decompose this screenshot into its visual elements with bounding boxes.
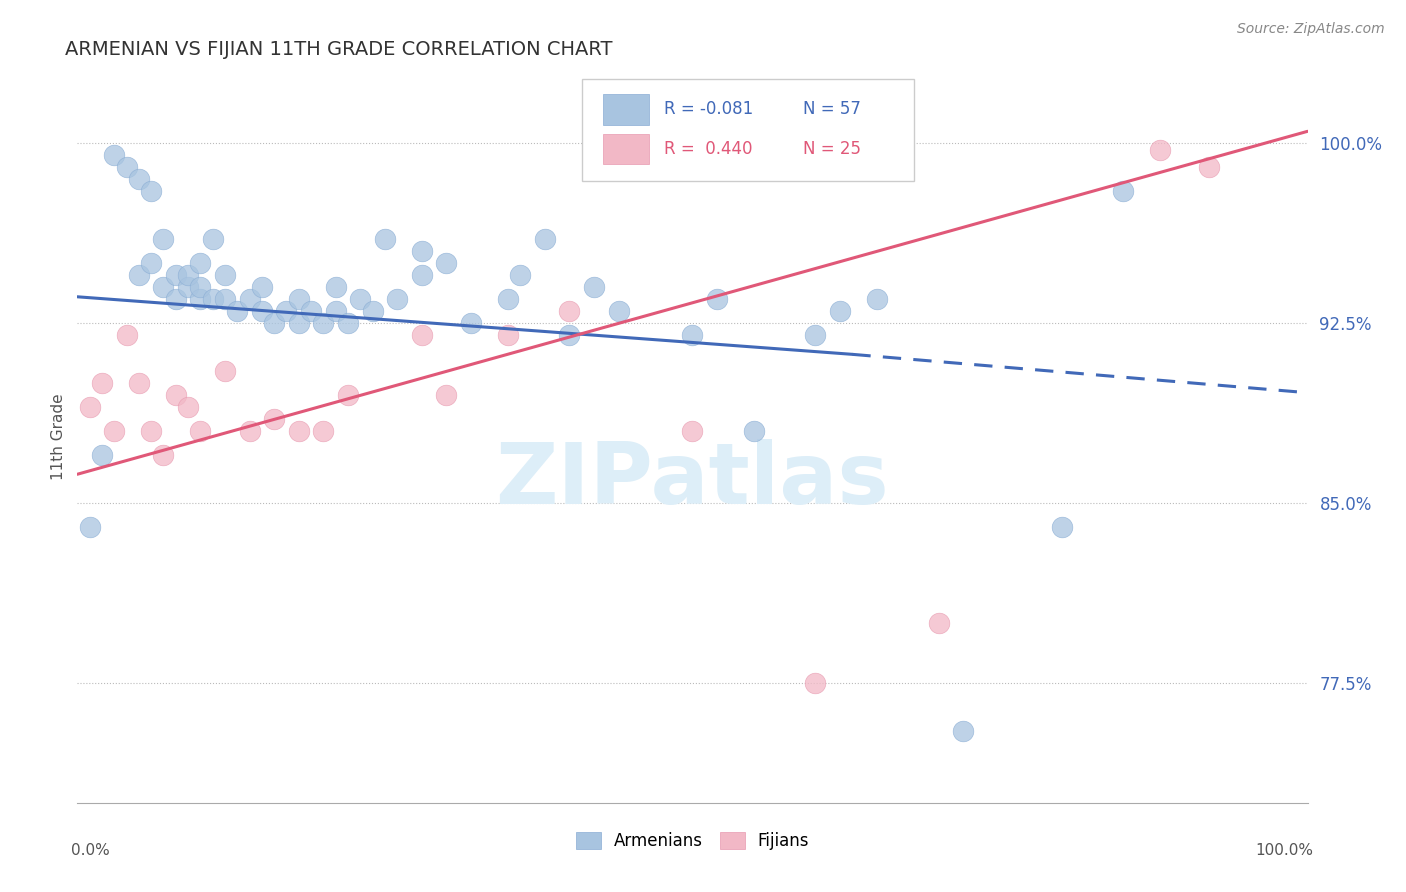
Point bbox=[1050, 520, 1073, 534]
Point bbox=[928, 615, 950, 630]
Point bbox=[103, 148, 125, 162]
Point bbox=[165, 388, 187, 402]
Bar bbox=[603, 94, 650, 125]
Point bbox=[534, 232, 557, 246]
Point bbox=[1112, 184, 1135, 198]
Point bbox=[188, 292, 212, 306]
Point bbox=[1198, 161, 1220, 175]
Point bbox=[374, 232, 396, 246]
Point bbox=[706, 292, 728, 306]
Point bbox=[141, 256, 163, 270]
Point bbox=[152, 448, 174, 462]
Point bbox=[436, 388, 458, 402]
Point bbox=[682, 328, 704, 343]
Point bbox=[201, 292, 224, 306]
Point bbox=[682, 424, 704, 438]
Point bbox=[115, 161, 138, 175]
Point bbox=[79, 400, 101, 414]
FancyBboxPatch shape bbox=[582, 78, 914, 181]
Point bbox=[952, 723, 974, 738]
Point bbox=[496, 292, 519, 306]
Point bbox=[250, 304, 273, 318]
Point bbox=[152, 232, 174, 246]
Bar bbox=[603, 134, 650, 164]
Text: N = 25: N = 25 bbox=[803, 140, 862, 158]
Point bbox=[288, 316, 311, 330]
Point bbox=[188, 256, 212, 270]
Point bbox=[239, 292, 262, 306]
Point bbox=[288, 424, 311, 438]
Point bbox=[239, 424, 262, 438]
Point bbox=[263, 412, 285, 426]
Point bbox=[804, 328, 827, 343]
Point bbox=[214, 364, 236, 378]
Point bbox=[436, 256, 458, 270]
Point bbox=[141, 184, 163, 198]
Point bbox=[165, 292, 187, 306]
Point bbox=[312, 316, 335, 330]
Point bbox=[226, 304, 249, 318]
Point bbox=[411, 268, 433, 283]
Text: R = -0.081: R = -0.081 bbox=[664, 101, 754, 119]
Point bbox=[325, 280, 347, 294]
Point bbox=[188, 424, 212, 438]
Point bbox=[411, 328, 433, 343]
Text: ARMENIAN VS FIJIAN 11TH GRADE CORRELATION CHART: ARMENIAN VS FIJIAN 11TH GRADE CORRELATIO… bbox=[65, 39, 613, 59]
Point bbox=[115, 328, 138, 343]
Text: 0.0%: 0.0% bbox=[72, 843, 110, 858]
Point bbox=[804, 676, 827, 690]
Point bbox=[385, 292, 409, 306]
Point bbox=[337, 388, 360, 402]
Legend: Armenians, Fijians: Armenians, Fijians bbox=[569, 825, 815, 856]
Text: R =  0.440: R = 0.440 bbox=[664, 140, 752, 158]
Point bbox=[79, 520, 101, 534]
Point bbox=[263, 316, 285, 330]
Point bbox=[742, 424, 765, 438]
Point bbox=[583, 280, 606, 294]
Point bbox=[558, 328, 581, 343]
Point bbox=[201, 232, 224, 246]
Point bbox=[177, 280, 200, 294]
Point bbox=[177, 400, 200, 414]
Text: Source: ZipAtlas.com: Source: ZipAtlas.com bbox=[1237, 22, 1385, 37]
Point bbox=[214, 268, 236, 283]
Text: N = 57: N = 57 bbox=[803, 101, 860, 119]
Point bbox=[141, 424, 163, 438]
Text: 100.0%: 100.0% bbox=[1256, 843, 1313, 858]
Point bbox=[312, 424, 335, 438]
Point bbox=[214, 292, 236, 306]
Y-axis label: 11th Grade: 11th Grade bbox=[51, 393, 66, 481]
Point bbox=[349, 292, 371, 306]
Point bbox=[188, 280, 212, 294]
Point bbox=[866, 292, 889, 306]
Point bbox=[165, 268, 187, 283]
Point bbox=[1149, 144, 1171, 158]
Point bbox=[607, 304, 630, 318]
Point bbox=[90, 376, 114, 391]
Point bbox=[830, 304, 852, 318]
Point bbox=[250, 280, 273, 294]
Point bbox=[177, 268, 200, 283]
Point bbox=[496, 328, 519, 343]
Text: ZIPatlas: ZIPatlas bbox=[495, 440, 890, 523]
Point bbox=[128, 268, 150, 283]
Point bbox=[299, 304, 322, 318]
Point bbox=[460, 316, 482, 330]
Point bbox=[411, 244, 433, 259]
Point bbox=[276, 304, 298, 318]
Point bbox=[128, 172, 150, 186]
Point bbox=[288, 292, 311, 306]
Point bbox=[325, 304, 347, 318]
Point bbox=[337, 316, 360, 330]
Point bbox=[509, 268, 531, 283]
Point bbox=[152, 280, 174, 294]
Point bbox=[558, 304, 581, 318]
Point bbox=[103, 424, 125, 438]
Point bbox=[128, 376, 150, 391]
Point bbox=[90, 448, 114, 462]
Point bbox=[361, 304, 384, 318]
